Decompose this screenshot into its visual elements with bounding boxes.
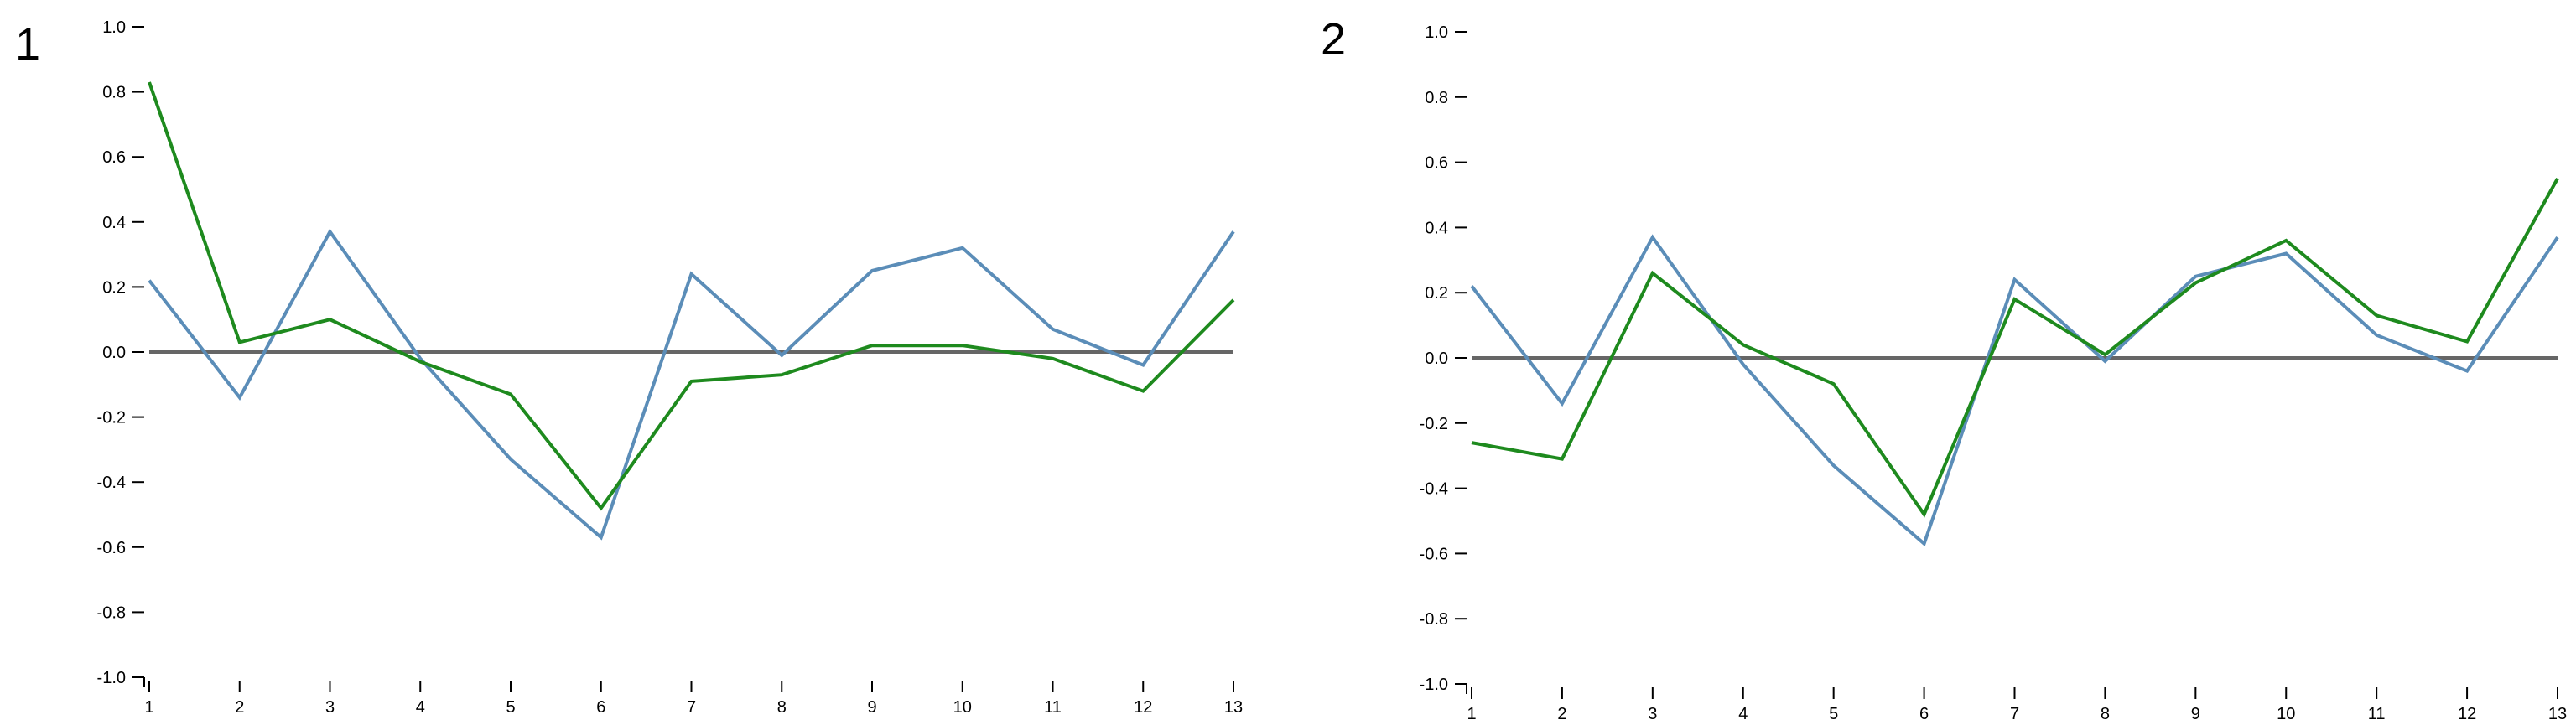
- y-tick-label: -0.2: [97, 409, 126, 427]
- x-tick-label: 1: [1467, 705, 1476, 723]
- x-tick-label: 12: [1134, 698, 1152, 717]
- y-tick-label: 0.6: [1425, 154, 1448, 173]
- y-tick-label: -1.0: [1420, 676, 1448, 694]
- chart-1: 1.00.80.60.40.20.0-0.2-0.4-0.6-0.8-1.01 2…: [97, 18, 1244, 717]
- x-tick-label: 2: [1557, 705, 1566, 723]
- x-tick-label: 1: [144, 698, 153, 717]
- x-tick-label: 4: [1738, 705, 1748, 723]
- series-line-2: [148, 81, 1235, 511]
- y-tick-label: 0.0: [1425, 350, 1448, 368]
- x-tick-label: 9: [867, 698, 876, 717]
- y-tick-label: -0.8: [97, 603, 126, 622]
- x-tick-label: 9: [2191, 705, 2200, 723]
- x-tick-label: 8: [777, 698, 787, 717]
- y-tick-label: -0.2: [1420, 415, 1448, 433]
- x-tick-label: 11: [1044, 698, 1062, 717]
- x-tick-label: 8: [2101, 705, 2110, 723]
- chart-2: 1.00.80.60.40.20.0-0.2-0.4-0.6-0.8-1.01 2…: [1420, 23, 2568, 723]
- x-tick-label: 10: [953, 698, 972, 717]
- y-tick-label: 0.2: [1425, 284, 1448, 303]
- series-line-1: [148, 228, 1235, 541]
- y-tick-label: -0.6: [1420, 545, 1448, 563]
- x-tick-label: 11: [2368, 705, 2386, 723]
- y-tick-label: -0.4: [97, 474, 126, 492]
- panel-1-number: 1: [15, 19, 41, 70]
- y-tick-label: -1.0: [97, 669, 126, 687]
- x-tick-label: 3: [325, 698, 335, 717]
- panel-2-number: 2: [1321, 14, 1347, 65]
- y-tick-label: 0.6: [102, 148, 126, 167]
- x-tick-label: 7: [2010, 705, 2019, 723]
- x-tick-label: 12: [2458, 705, 2476, 723]
- y-tick-label: 0.8: [102, 84, 126, 102]
- y-tick-label: 0.8: [1425, 89, 1448, 107]
- x-tick-label: 5: [1829, 705, 1838, 723]
- y-tick-label: 0.2: [102, 278, 126, 297]
- y-tick-label: -0.4: [1420, 480, 1448, 499]
- y-tick-label: -0.8: [1420, 610, 1448, 629]
- x-tick-label: 3: [1648, 705, 1657, 723]
- y-tick-label: 1.0: [1425, 23, 1448, 42]
- x-tick-label: 2: [235, 698, 244, 717]
- series-line-2: [1471, 178, 2559, 518]
- x-tick-label: 7: [687, 698, 696, 717]
- x-tick-label: 10: [2277, 705, 2295, 723]
- y-tick-label: 1.0: [102, 18, 126, 37]
- y-tick-label: 0.4: [102, 214, 126, 232]
- y-tick-label: -0.6: [97, 539, 126, 557]
- x-tick-label: 6: [1919, 705, 1929, 723]
- x-tick-label: 5: [506, 698, 515, 717]
- x-tick-label: 6: [596, 698, 605, 717]
- series-line-1: [1470, 234, 2559, 547]
- x-tick-label: 4: [416, 698, 425, 717]
- y-tick-label: 0.0: [102, 344, 126, 362]
- y-tick-label: 0.4: [1425, 219, 1448, 237]
- x-tick-label: 13: [2548, 705, 2567, 723]
- x-tick-label: 13: [1224, 698, 1243, 717]
